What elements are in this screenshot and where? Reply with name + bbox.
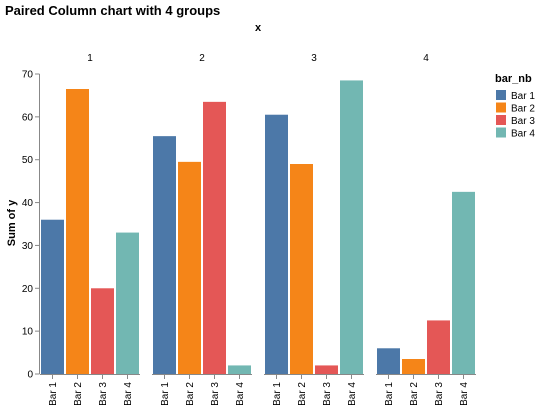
x-tick-label: Bar 1 (48, 382, 59, 406)
chart-title: Paired Column chart with 4 groups (5, 3, 220, 18)
y-tick-label: 0 (27, 370, 33, 381)
bar-4-2 (402, 359, 425, 374)
bar-3-4 (340, 80, 363, 374)
x-tick-label: Bar 2 (409, 382, 420, 406)
facet-label: 2 (199, 53, 205, 64)
bar-1-1 (41, 219, 64, 374)
bar-2-1 (153, 136, 176, 374)
y-tick-label: 10 (22, 327, 34, 338)
bar-1-3 (91, 288, 114, 374)
legend-swatch (496, 127, 506, 138)
facet-panel-1: 1 Bar 1 Bar 2 Bar 3 Bar 4 (40, 53, 140, 406)
bar-1-4 (116, 232, 139, 374)
x-tick-label: Bar 1 (160, 382, 171, 406)
bar-3-1 (265, 114, 288, 374)
facet-label: 3 (311, 53, 317, 64)
bar-2-3 (203, 101, 226, 374)
x-tick-label: Bar 4 (123, 382, 134, 406)
facet-title: x (255, 22, 262, 34)
legend-label: Bar 3 (511, 116, 535, 127)
facet-label: 4 (423, 53, 429, 64)
legend-label: Bar 1 (511, 91, 535, 102)
bar-4-1 (377, 348, 400, 374)
bar-4-4 (452, 191, 475, 374)
y-tick-label: 60 (22, 112, 34, 123)
x-tick-label: Bar 2 (297, 382, 308, 406)
facet-panel-2: 2 Bar 1 Bar 2 Bar 3 Bar 4 (152, 53, 252, 406)
facet-panel-3: 3 Bar 1 Bar 2 Bar 3 Bar 4 (264, 53, 364, 406)
x-tick-label: Bar 4 (347, 382, 358, 406)
legend-swatch (496, 90, 506, 100)
x-tick-label: Bar 2 (73, 382, 84, 406)
x-tick-label: Bar 2 (185, 382, 196, 406)
bar-4-3 (427, 320, 450, 374)
bar-3-2 (290, 164, 313, 374)
x-tick-label: Bar 3 (210, 382, 221, 406)
legend-title: bar_nb (495, 73, 532, 85)
legend-label: Bar 4 (511, 129, 535, 140)
x-tick-label: Bar 4 (459, 382, 470, 406)
y-tick-label: 30 (22, 241, 34, 252)
x-tick-label: Bar 3 (322, 382, 333, 406)
y-tick-label: 40 (22, 198, 34, 209)
bar-2-2 (178, 161, 201, 374)
x-tick-label: Bar 1 (272, 382, 283, 406)
x-tick-label: Bar 1 (384, 382, 395, 406)
y-axis-title: Sum of y (6, 199, 18, 246)
bar-2-4 (228, 365, 251, 374)
facet-label: 1 (87, 53, 93, 64)
y-axis: 0 10 20 30 40 50 60 70 (22, 70, 40, 381)
y-tick-label: 50 (22, 155, 34, 166)
y-tick-label: 70 (22, 70, 34, 81)
facet-panel-4: 4 Bar 1 Bar 2 Bar 3 Bar 4 (376, 53, 476, 406)
legend-swatch (496, 102, 506, 113)
x-tick-label: Bar 3 (98, 382, 109, 406)
facets: 1 Bar 1 Bar 2 Bar 3 Bar 4 2 Bar 1 Bar 2 Bar 3 Bar… (40, 53, 476, 406)
bar-1-2 (66, 89, 89, 374)
x-tick-label: Bar 3 (434, 382, 445, 406)
legend-swatch (496, 115, 506, 125)
legend-label: Bar 2 (511, 104, 535, 115)
x-tick-label: Bar 4 (235, 382, 246, 406)
bar-3-3 (315, 365, 338, 374)
y-tick-label: 20 (22, 284, 34, 295)
